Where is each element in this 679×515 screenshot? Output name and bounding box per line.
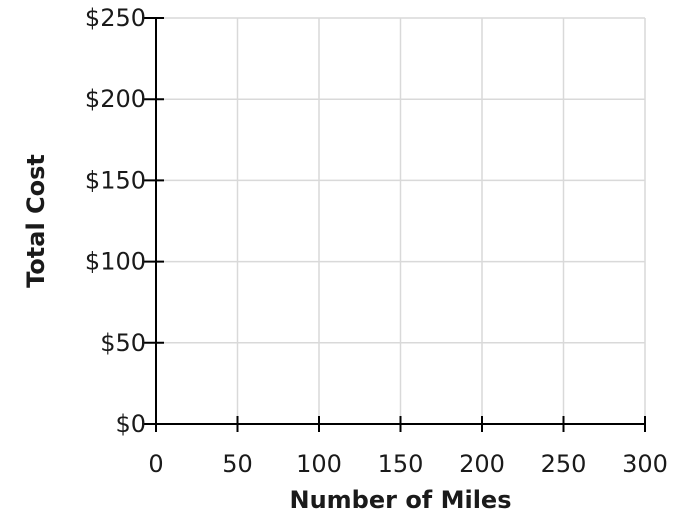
tick-layer	[142, 17, 646, 432]
y-tick-label: $200	[85, 85, 146, 113]
x-tick-label: 150	[378, 450, 424, 478]
grid-layer	[156, 17, 646, 424]
y-axis-title: Total Cost	[22, 154, 50, 288]
y-tick-label: $50	[100, 329, 146, 357]
x-tick-label: 250	[541, 450, 587, 478]
y-tick-label: $100	[85, 248, 146, 276]
x-tick-label: 50	[222, 450, 253, 478]
x-tick-label: 0	[148, 450, 163, 478]
y-tick-label: $0	[115, 410, 146, 438]
x-tick-label: 300	[622, 450, 668, 478]
y-tick-label: $250	[85, 4, 146, 32]
x-axis-title: Number of Miles	[289, 486, 511, 514]
x-tick-label: 100	[296, 450, 342, 478]
y-tick-label: $150	[85, 166, 146, 194]
x-tick-label: 200	[459, 450, 505, 478]
label-layer: 0 50 100 150 200 250 300 $0 $50 $100 $150 $200 $250	[85, 4, 668, 478]
